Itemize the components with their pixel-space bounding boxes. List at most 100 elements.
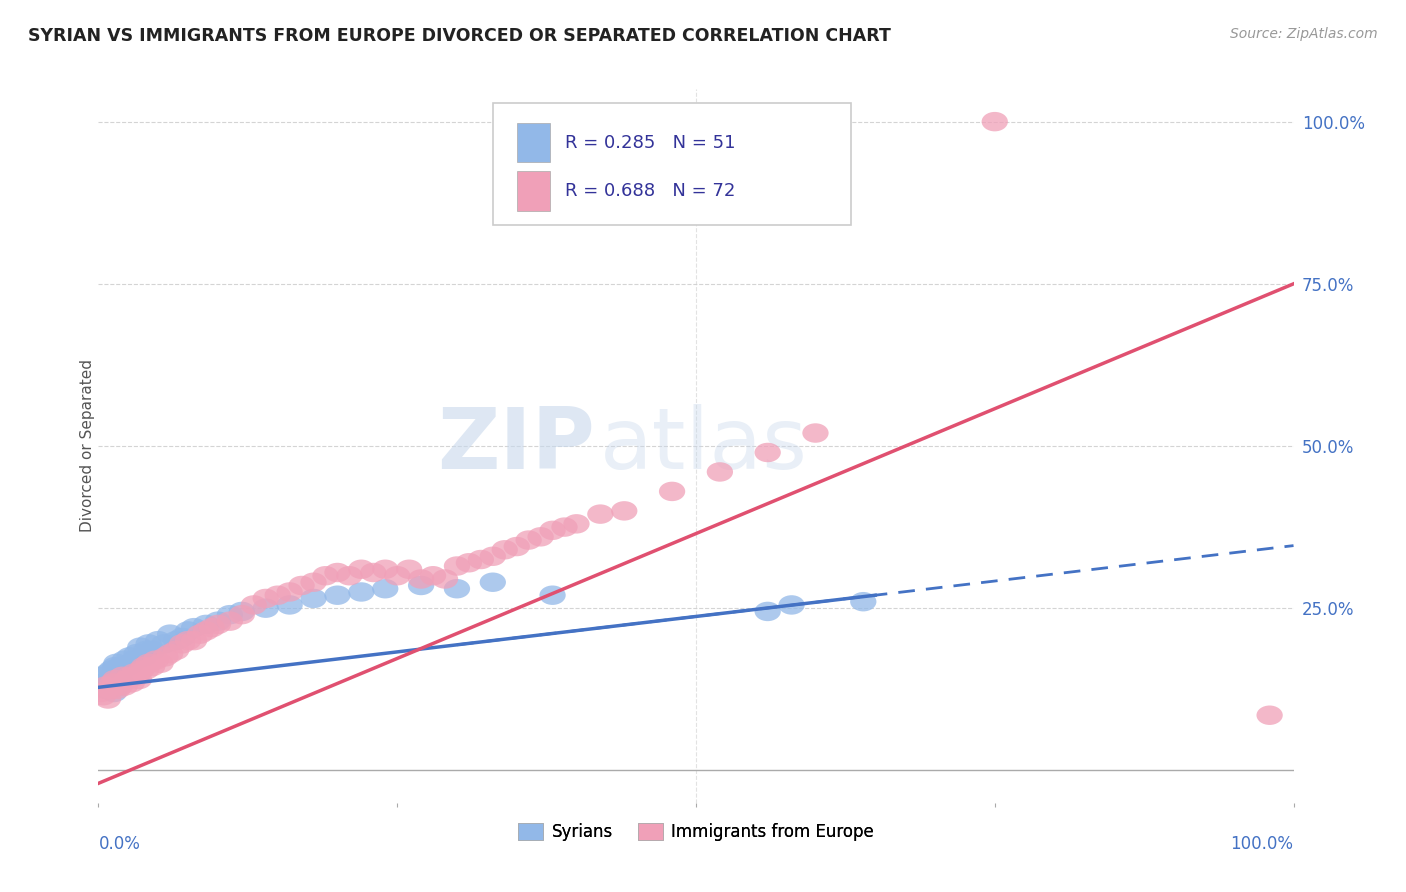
Ellipse shape — [96, 670, 122, 690]
Ellipse shape — [301, 589, 326, 608]
Ellipse shape — [217, 605, 243, 624]
Ellipse shape — [169, 634, 195, 654]
Ellipse shape — [121, 650, 148, 670]
Ellipse shape — [100, 666, 127, 686]
Text: 100.0%: 100.0% — [1230, 835, 1294, 853]
Ellipse shape — [492, 540, 517, 559]
Ellipse shape — [432, 569, 458, 589]
Ellipse shape — [107, 657, 134, 676]
Ellipse shape — [111, 650, 138, 670]
Ellipse shape — [174, 621, 201, 640]
Ellipse shape — [540, 585, 565, 605]
Ellipse shape — [124, 644, 150, 664]
Ellipse shape — [108, 673, 135, 692]
Ellipse shape — [373, 559, 398, 579]
Ellipse shape — [336, 566, 363, 585]
Legend: Syrians, Immigrants from Europe: Syrians, Immigrants from Europe — [512, 816, 880, 848]
Ellipse shape — [540, 521, 565, 540]
FancyBboxPatch shape — [517, 123, 550, 162]
FancyBboxPatch shape — [517, 171, 550, 211]
Ellipse shape — [98, 660, 125, 680]
Ellipse shape — [181, 631, 207, 650]
Ellipse shape — [277, 582, 302, 602]
Ellipse shape — [187, 624, 214, 644]
Ellipse shape — [803, 424, 828, 442]
Ellipse shape — [468, 549, 494, 569]
Ellipse shape — [135, 654, 162, 673]
Ellipse shape — [229, 605, 254, 624]
Ellipse shape — [253, 589, 278, 608]
Ellipse shape — [128, 660, 155, 680]
Text: R = 0.688   N = 72: R = 0.688 N = 72 — [565, 182, 735, 200]
Ellipse shape — [198, 618, 225, 638]
Ellipse shape — [152, 647, 179, 666]
Ellipse shape — [408, 575, 434, 595]
Ellipse shape — [89, 666, 115, 686]
Ellipse shape — [217, 611, 243, 631]
Ellipse shape — [301, 573, 326, 592]
Ellipse shape — [325, 563, 350, 582]
Ellipse shape — [124, 666, 150, 686]
Ellipse shape — [87, 682, 114, 702]
Ellipse shape — [659, 482, 685, 501]
Ellipse shape — [408, 569, 434, 589]
Ellipse shape — [503, 537, 530, 557]
Ellipse shape — [90, 686, 117, 706]
Ellipse shape — [118, 654, 145, 673]
Ellipse shape — [755, 602, 780, 621]
Y-axis label: Divorced or Separated: Divorced or Separated — [80, 359, 94, 533]
Ellipse shape — [193, 615, 219, 634]
Ellipse shape — [396, 559, 422, 579]
Ellipse shape — [384, 566, 411, 585]
Ellipse shape — [103, 654, 129, 673]
Ellipse shape — [103, 670, 128, 690]
Ellipse shape — [127, 670, 152, 690]
Ellipse shape — [349, 559, 374, 579]
Ellipse shape — [117, 666, 142, 686]
Ellipse shape — [420, 566, 446, 585]
Ellipse shape — [551, 517, 578, 537]
Text: ZIP: ZIP — [437, 404, 595, 488]
Ellipse shape — [104, 680, 131, 699]
Ellipse shape — [564, 514, 589, 533]
Ellipse shape — [444, 579, 470, 599]
Ellipse shape — [527, 527, 554, 547]
Ellipse shape — [157, 624, 183, 644]
Ellipse shape — [163, 640, 190, 660]
Ellipse shape — [127, 638, 153, 657]
Ellipse shape — [103, 657, 128, 676]
Ellipse shape — [612, 501, 637, 521]
Ellipse shape — [114, 657, 141, 676]
Text: R = 0.285   N = 51: R = 0.285 N = 51 — [565, 134, 735, 152]
Ellipse shape — [93, 676, 118, 696]
Ellipse shape — [360, 563, 387, 582]
Ellipse shape — [91, 673, 118, 692]
Ellipse shape — [134, 640, 159, 660]
Ellipse shape — [131, 647, 157, 666]
Ellipse shape — [150, 634, 177, 654]
Ellipse shape — [145, 631, 172, 650]
Ellipse shape — [94, 664, 121, 682]
Ellipse shape — [110, 660, 135, 680]
Ellipse shape — [229, 602, 254, 621]
Ellipse shape — [135, 634, 162, 654]
Ellipse shape — [1257, 706, 1282, 725]
Ellipse shape — [264, 585, 291, 605]
Ellipse shape — [134, 660, 159, 680]
Ellipse shape — [105, 670, 132, 690]
Ellipse shape — [205, 615, 231, 634]
Ellipse shape — [97, 680, 124, 699]
Ellipse shape — [139, 657, 166, 676]
Text: 0.0%: 0.0% — [98, 835, 141, 853]
Ellipse shape — [456, 553, 482, 573]
Ellipse shape — [114, 670, 141, 690]
Ellipse shape — [97, 676, 124, 696]
Text: Source: ZipAtlas.com: Source: ZipAtlas.com — [1230, 27, 1378, 41]
Ellipse shape — [157, 644, 183, 664]
Ellipse shape — [479, 547, 506, 566]
Ellipse shape — [588, 504, 613, 524]
Ellipse shape — [107, 676, 134, 696]
Ellipse shape — [373, 579, 398, 599]
Ellipse shape — [93, 680, 118, 699]
Ellipse shape — [174, 631, 201, 650]
